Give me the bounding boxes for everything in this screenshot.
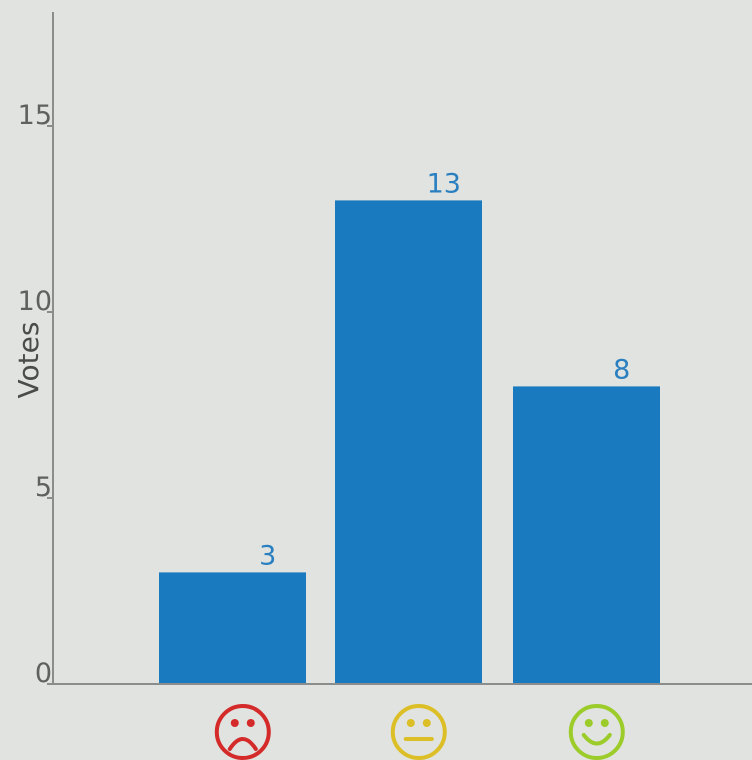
neutral-face-icon	[390, 704, 447, 760]
data-label-sad: 3	[259, 540, 276, 571]
y-tick-label: 15	[18, 100, 52, 131]
y-tick-label: 5	[35, 472, 52, 503]
value-labels: 3 13 8	[259, 168, 630, 571]
bars	[159, 200, 660, 684]
y-axis-title: Votes	[12, 322, 45, 399]
y-tick-label: 10	[18, 286, 52, 317]
data-label-happy: 8	[613, 354, 630, 385]
happy-face-icon	[568, 704, 625, 760]
y-tick-label: 0	[35, 658, 52, 689]
x-axis-icons	[214, 704, 625, 760]
bar-sad	[159, 572, 306, 684]
sad-face-icon	[214, 704, 271, 760]
bar-happy	[513, 386, 660, 684]
data-label-neutral: 13	[427, 168, 461, 199]
bar-neutral	[335, 200, 482, 684]
